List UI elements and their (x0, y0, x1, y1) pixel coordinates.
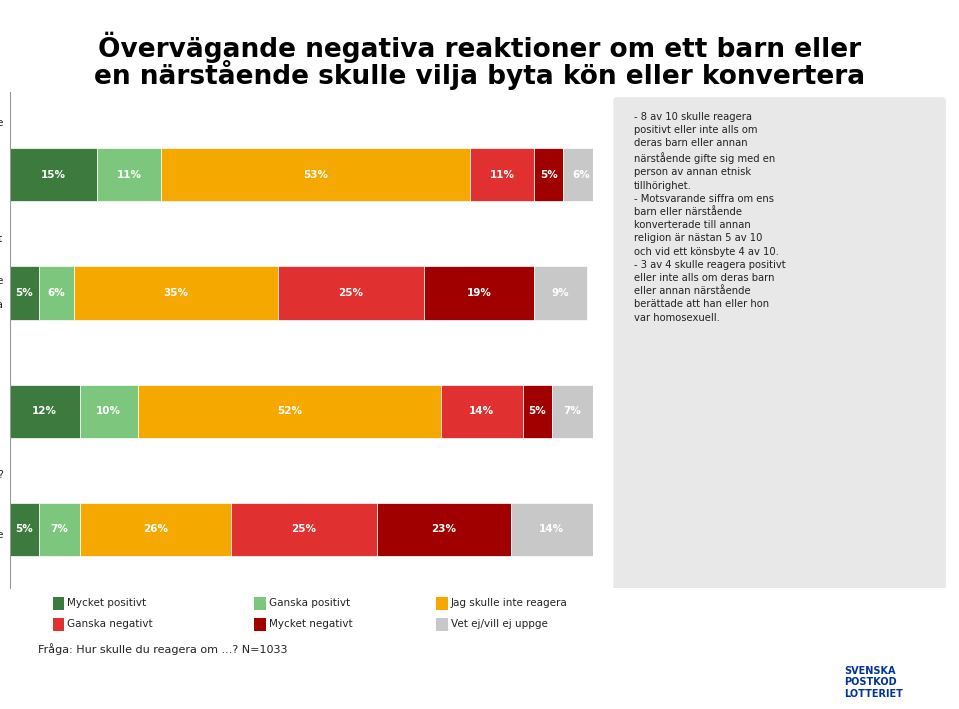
Bar (511, 503, 593, 556)
Text: 11%: 11% (490, 170, 515, 180)
Text: en närstående skulle vilja byta kön eller konvertera: en närstående skulle vilja byta kön elle… (94, 60, 865, 90)
Text: 6%: 6% (47, 288, 65, 298)
Bar (278, 267, 424, 320)
Bar (231, 503, 377, 556)
Bar (534, 267, 587, 320)
Text: 25%: 25% (339, 288, 363, 298)
Text: 35%: 35% (163, 288, 188, 298)
Text: 9%: 9% (551, 288, 570, 298)
Text: Mycket negativt: Mycket negativt (269, 619, 352, 629)
FancyBboxPatch shape (614, 97, 946, 593)
Text: 5%: 5% (540, 170, 558, 180)
Text: Ditt barn eller annan närstående berättade att
hon eller han var homosexuell?: Ditt barn eller annan närstående berätta… (0, 342, 4, 480)
Text: Övervägande negativa reaktioner om ett barn eller: Övervägande negativa reaktioner om ett b… (98, 32, 861, 63)
Text: Jag skulle inte reagera: Jag skulle inte reagera (451, 598, 568, 608)
Bar (551, 384, 593, 437)
Text: Ditt barn eller annan närstående ville gifta sig
med en person av annan etnisk t: Ditt barn eller annan närstående ville g… (0, 72, 4, 279)
Text: - 8 av 10 skulle reagera
positivt eller inte alls om
deras barn eller annan
närs: - 8 av 10 skulle reagera positivt eller … (634, 112, 785, 323)
Bar (97, 148, 161, 201)
Bar (470, 148, 534, 201)
Text: 23%: 23% (432, 525, 456, 535)
Bar (38, 267, 74, 320)
Text: 26%: 26% (143, 525, 168, 535)
Bar (10, 148, 97, 201)
Text: 7%: 7% (50, 525, 68, 535)
Text: 14%: 14% (469, 406, 495, 416)
Text: 12%: 12% (32, 406, 58, 416)
Text: 6%: 6% (573, 170, 590, 180)
Bar (10, 384, 80, 437)
Text: Ganska positivt: Ganska positivt (269, 598, 350, 608)
Bar (424, 267, 534, 320)
Text: Mycket positivt: Mycket positivt (67, 598, 147, 608)
Bar (523, 384, 551, 437)
Bar (161, 148, 470, 201)
Text: 53%: 53% (303, 170, 328, 180)
Text: SVENSKA
POSTKOD
LOTTERIET: SVENSKA POSTKOD LOTTERIET (844, 666, 902, 699)
Text: 7%: 7% (563, 406, 581, 416)
Text: 5%: 5% (15, 525, 33, 535)
Text: 19%: 19% (466, 288, 491, 298)
Text: Ganska negativt: Ganska negativt (67, 619, 152, 629)
Text: Ditt barn eller annan närstående ville konvertera
till en annan religion: Ditt barn eller annan närstående ville k… (0, 230, 4, 356)
Bar (10, 503, 38, 556)
Text: Fråga: Hur skulle du reagera om ...? N=1033: Fråga: Hur skulle du reagera om ...? N=1… (38, 643, 288, 654)
Text: Vet ej/vill ej uppge: Vet ej/vill ej uppge (451, 619, 548, 629)
Bar (74, 267, 278, 320)
Bar (534, 148, 564, 201)
Bar (564, 148, 598, 201)
Bar (138, 384, 441, 437)
Bar (441, 384, 523, 437)
Text: 10%: 10% (96, 406, 121, 416)
Text: 52%: 52% (277, 406, 302, 416)
Text: För en bättre värld: För en bättre värld (38, 671, 306, 694)
Bar (80, 503, 231, 556)
Text: 5%: 5% (528, 406, 546, 416)
Bar (10, 267, 38, 320)
Text: 5%: 5% (15, 288, 33, 298)
Text: 25%: 25% (292, 525, 316, 535)
Text: 14%: 14% (539, 525, 564, 535)
Bar (80, 384, 138, 437)
Bar (377, 503, 511, 556)
Bar (38, 503, 80, 556)
Text: Ditt barn eller annan närstående vill byta kön: Ditt barn eller annan närstående vill by… (0, 484, 4, 575)
Text: 11%: 11% (117, 170, 142, 180)
Text: 15%: 15% (41, 170, 66, 180)
